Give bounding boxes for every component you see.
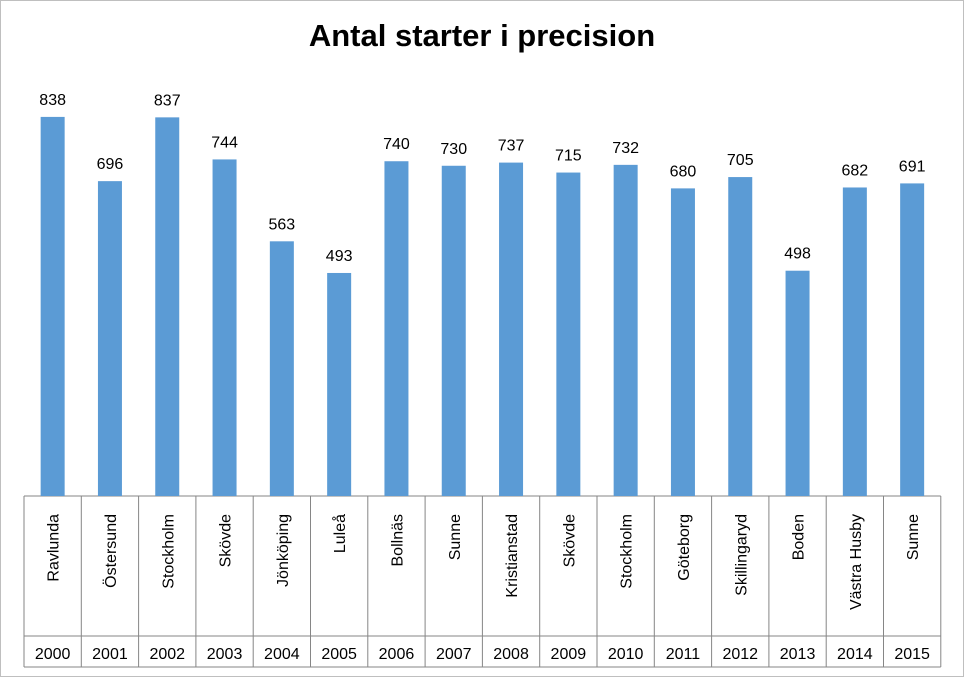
x-tick-label-year: 2001: [92, 646, 128, 663]
x-tick-label-year: 2014: [837, 646, 873, 663]
chart-title: Antal starter i precision: [308, 18, 656, 53]
data-label: 740: [383, 136, 410, 153]
x-tick-label-year: 2010: [608, 646, 644, 663]
data-label: 715: [555, 148, 582, 165]
x-tick-label-venue: Kristianstad: [504, 514, 521, 598]
bar: [212, 159, 237, 496]
data-label: 705: [727, 152, 754, 169]
x-tick-label-venue: Östersund: [102, 514, 120, 588]
bar: [269, 241, 294, 496]
x-tick-label-venue: Västra Husby: [848, 514, 865, 610]
data-label: 682: [841, 162, 868, 179]
data-label: 730: [440, 141, 467, 158]
x-tick-label-year: 2002: [149, 646, 185, 663]
bar: [155, 117, 180, 496]
x-tick-label-year: 2008: [493, 646, 529, 663]
bar: [785, 270, 810, 496]
x-tick-label-venue: Stockholm: [619, 514, 636, 589]
bar: [327, 272, 352, 496]
bar: [441, 165, 466, 496]
bar: [900, 183, 925, 496]
x-tick-label-venue: Skillingaryd: [733, 514, 750, 596]
bar: [613, 164, 638, 496]
x-tick-label-year: 2007: [436, 646, 472, 663]
x-tick-label-year: 2000: [35, 646, 71, 663]
bar: [97, 181, 122, 496]
x-tick-label-year: 2006: [379, 646, 415, 663]
bar: [384, 161, 409, 496]
x-tick-label-venue: Jönköping: [275, 514, 292, 587]
bar: [40, 116, 65, 497]
data-label: 680: [670, 163, 697, 180]
data-label: 732: [612, 140, 639, 157]
x-tick-label-year: 2009: [551, 646, 587, 663]
x-tick-label-year: 2004: [264, 646, 300, 663]
data-label: 498: [784, 246, 811, 263]
x-tick-label-year: 2005: [321, 646, 357, 663]
x-tick-label-year: 2015: [894, 646, 930, 663]
data-label: 696: [97, 156, 124, 173]
x-tick-label-year: 2012: [722, 646, 758, 663]
data-label: 493: [326, 248, 353, 265]
bar: [499, 162, 524, 496]
x-tick-label-venue: Luleå: [331, 514, 349, 553]
x-tick-label-venue: Skövde: [218, 514, 235, 567]
data-label: 838: [39, 92, 66, 109]
bar: [670, 188, 695, 496]
data-label: 691: [899, 158, 926, 175]
x-tick-label-venue: Ravlunda: [46, 514, 63, 582]
x-tick-label-year: 2011: [666, 646, 701, 663]
bar: [556, 172, 581, 497]
x-tick-label-venue: Göteborg: [676, 514, 693, 581]
bar: [728, 177, 753, 497]
x-tick-label-venue: Sunne: [905, 514, 922, 560]
bar: [842, 187, 867, 496]
x-tick-label-venue: Skövde: [561, 514, 578, 567]
x-tick-label-year: 2013: [780, 646, 816, 663]
x-tick-label-venue: Bollnäs: [389, 514, 406, 566]
data-label: 744: [211, 134, 238, 151]
data-label: 563: [268, 216, 295, 233]
data-label: 737: [498, 138, 525, 155]
x-tick-label-year: 2003: [207, 646, 243, 663]
x-tick-label-venue: Sunne: [447, 514, 464, 560]
x-tick-label-venue: Stockholm: [160, 514, 177, 589]
data-label: 837: [154, 92, 181, 109]
x-tick-label-venue: Boden: [791, 514, 808, 560]
